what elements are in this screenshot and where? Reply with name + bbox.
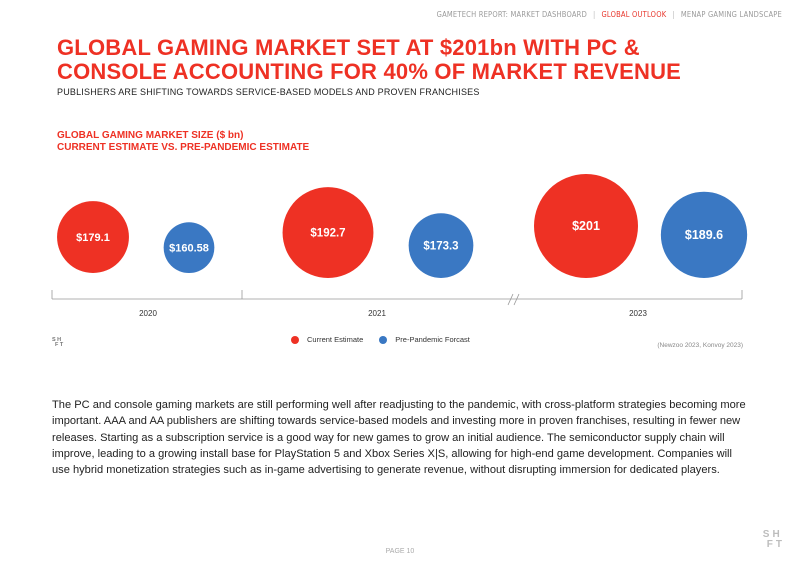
bubble-2023-current: [534, 174, 638, 278]
nav-link-menap-gaming-landscape[interactable]: MENAP GAMING LANDSCAPE: [680, 10, 782, 19]
chart-legend: Current Estimate Pre-Pandemic Forcast: [291, 335, 470, 344]
shft-logo-small: SH FT: [52, 337, 65, 348]
legend-item-pre-pandemic: Pre-Pandemic Forcast: [379, 335, 470, 344]
source-citation: (Newzoo 2023, Konvoy 2023): [657, 342, 743, 349]
page-title: GLOBAL GAMING MARKET SET AT $201bn WITH …: [57, 35, 682, 84]
bubble-2021-pre-pandemic: [408, 213, 474, 278]
axis-break-mark-1: [507, 293, 514, 306]
legend-label-current: Current Estimate: [307, 335, 364, 344]
bubble-label-2020-current: $179.1: [76, 232, 110, 244]
bubble-2020-pre-pandemic: [163, 222, 215, 273]
nav-separator: |: [672, 10, 675, 19]
x-tick-label-2020: 2020: [139, 309, 157, 318]
bubble-2023-pre-pandemic: [660, 191, 748, 278]
bubble-label-2023-pre-pandemic: $189.6: [685, 228, 723, 242]
body-paragraph: The PC and console gaming markets are st…: [52, 399, 746, 477]
x-tick-label-2023: 2023: [629, 309, 647, 318]
bubble-label-2020-pre-pandemic: $160.58: [169, 243, 209, 255]
legend-dot-pre-pandemic: [379, 335, 388, 344]
bubble-2021-current: [282, 187, 374, 278]
chart-title-line-1: GLOBAL GAMING MARKET SIZE ($ bn): [57, 130, 244, 141]
bubble-label-2021-current: $192.7: [310, 228, 345, 240]
bubble-2020-current: [57, 201, 129, 273]
nav-link-global-outlook[interactable]: GLOBAL OUTLOOK: [601, 10, 667, 19]
legend-item-current: Current Estimate: [291, 335, 363, 344]
chart-title: GLOBAL GAMING MARKET SIZE ($ bn) CURRENT…: [57, 130, 309, 154]
shft-logo: SH FT: [762, 529, 785, 550]
chart-title-line-2: CURRENT ESTIMATE VS. PRE-PANDEMIC ESTIMA…: [57, 142, 310, 153]
legend-dot-current: [291, 335, 299, 344]
bubble-chart: $179.1 $160.58 $192.7 $173.3 $201 $189.6 2020 2…: [51, 174, 748, 318]
page-subtitle: PUBLISHERS ARE SHIFTING TOWARDS SERVICE-…: [57, 87, 480, 97]
bubble-label-2023-current: $201: [572, 219, 600, 233]
axis-break-mark-2: [513, 293, 520, 306]
top-navigation: GAMETECH REPORT: MARKET DASHBOARD | GLOB…: [437, 10, 782, 19]
nav-separator: |: [592, 10, 596, 19]
nav-link-market-dashboard[interactable]: GAMETECH REPORT: MARKET DASHBOARD: [436, 10, 587, 19]
page-number: PAGE 10: [385, 548, 415, 555]
bubble-label-2021-pre-pandemic: $173.3: [423, 241, 458, 253]
legend-label-pre-pandemic: Pre-Pandemic Forcast: [395, 335, 470, 344]
x-tick-label-2021: 2021: [368, 309, 386, 318]
